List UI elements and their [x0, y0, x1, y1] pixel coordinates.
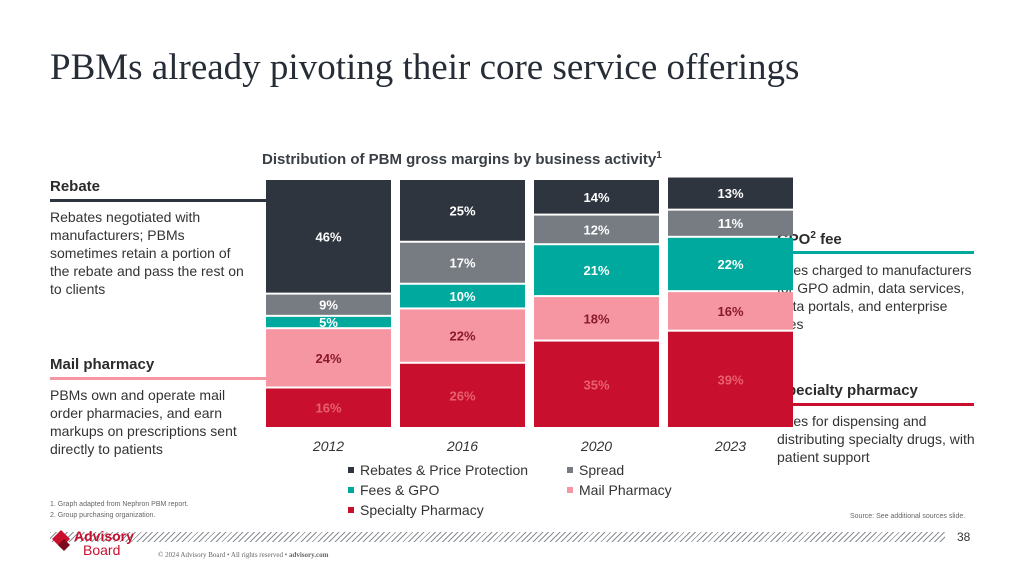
- mail-pharmacy-connector-line: [50, 377, 266, 380]
- specialty-pharmacy-heading: Specialty pharmacy: [777, 382, 918, 399]
- legend-label-rebates: Rebates & Price Protection: [360, 462, 529, 478]
- data-label-fees-2012: 5%: [319, 315, 338, 330]
- logo-text-bottom: Board: [83, 542, 120, 558]
- footer-hatch-divider: [50, 532, 945, 542]
- legend-fees: Fees & GPO: [348, 482, 439, 498]
- page-number: 38: [957, 530, 971, 544]
- rebate-connector-line: [50, 199, 266, 202]
- x-tick-label-2016: 2016: [446, 438, 478, 454]
- gpo-fee-footnote-mark: 2: [810, 230, 816, 241]
- bar-fees-2020: [534, 245, 659, 296]
- slide-title: PBMs already pivoting their core service…: [50, 47, 800, 88]
- bar-spread-2023: [668, 210, 793, 236]
- bar-rebates-2023: [668, 177, 793, 209]
- gpo-fee-description: Fees charged to manufacturers for GPO ad…: [777, 262, 972, 332]
- x-tick-label-2020: 2020: [580, 438, 612, 454]
- legend-label-fees: Fees & GPO: [360, 482, 440, 498]
- rebate-heading: Rebate: [50, 178, 101, 195]
- data-label-mail-2020: 18%: [583, 311, 609, 326]
- copyright-link[interactable]: advisory.com: [288, 551, 329, 559]
- bar-specialty-2023: [668, 331, 793, 427]
- legend-rebates: Rebates & Price Protection: [348, 462, 528, 478]
- bar-mail-2020: [534, 297, 659, 340]
- rebate-description: Rebates negotiated with manufacturers; P…: [50, 209, 244, 297]
- footnote-2: 2. Group purchasing organization.: [50, 512, 156, 519]
- chart-title: Distribution of PBM gross margins by bus…: [262, 150, 662, 168]
- bar-fees-2023: [668, 237, 793, 291]
- data-label-spread-2023: 11%: [718, 216, 744, 231]
- logo-mark-icon: Advisory Board: [52, 528, 134, 558]
- bar-spread-2016: [400, 242, 525, 283]
- mail-pharmacy-description: PBMs own and operate mail order pharmaci…: [50, 387, 237, 457]
- data-label-specialty-2012: 16%: [315, 401, 341, 416]
- gpo-fee-heading-suffix: fee: [815, 231, 842, 248]
- chart-title-text: Distribution of PBM gross margins by bus…: [262, 151, 657, 168]
- bar-specialty-2020: [534, 341, 659, 427]
- bar-fees-2012: [266, 316, 391, 328]
- specialty-pharmacy-description: Fees for dispensing and distributing spe…: [777, 413, 975, 465]
- x-tick-label-2023: 2023: [714, 438, 746, 454]
- copyright: © 2024 Advisory Board • All rights reser…: [158, 551, 328, 559]
- bar-mail-2012: [266, 329, 391, 387]
- legend-specialty: Specialty Pharmacy: [348, 502, 484, 518]
- data-label-mail-2023: 16%: [717, 304, 743, 319]
- legend-mail: Mail Pharmacy: [567, 482, 672, 498]
- data-label-spread-2020: 12%: [583, 222, 609, 237]
- bar-spread-2012: [266, 294, 391, 315]
- source-note: Source: See additional sources slide.: [850, 513, 966, 520]
- gpo-fee-connector-line: [733, 251, 974, 254]
- data-label-mail-2016: 22%: [449, 329, 475, 344]
- data-label-rebates-2023: 13%: [717, 186, 743, 201]
- data-label-fees-2016: 10%: [449, 289, 475, 304]
- advisory-board-logo: Advisory Board: [50, 527, 145, 559]
- data-label-fees-2020: 21%: [583, 263, 609, 278]
- bar-rebates-2016: [400, 180, 525, 241]
- data-label-rebates-2020: 14%: [583, 190, 609, 205]
- bar-mail-2023: [668, 292, 793, 330]
- chart-title-footnote-mark: 1: [656, 150, 662, 161]
- legend-swatch-spread: [567, 467, 573, 474]
- data-label-specialty-2016: 26%: [449, 388, 475, 403]
- specialty-pharmacy-connector-line: [733, 403, 974, 406]
- data-label-specialty-2020: 35%: [583, 377, 609, 392]
- footnote-1: 1. Graph adapted from Nephron PBM report…: [50, 501, 189, 508]
- legend-spread: Spread: [567, 462, 624, 478]
- legend-swatch-rebates: [348, 467, 354, 474]
- data-label-fees-2023: 22%: [717, 257, 743, 272]
- legend-swatch-fees: [348, 487, 354, 494]
- data-label-rebates-2016: 25%: [449, 203, 475, 218]
- data-label-rebates-2012: 46%: [315, 229, 341, 244]
- bar-mail-2016: [400, 309, 525, 362]
- bar-spread-2020: [534, 215, 659, 244]
- mail-pharmacy-heading: Mail pharmacy: [50, 356, 155, 373]
- data-label-specialty-2023: 39%: [717, 372, 743, 387]
- legend-swatch-specialty: [348, 507, 354, 514]
- bar-specialty-2016: [400, 363, 525, 427]
- logo-text-top: Advisory: [74, 528, 134, 544]
- bar-rebates-2020: [534, 180, 659, 214]
- legend-label-mail: Mail Pharmacy: [579, 482, 672, 498]
- x-tick-label-2012: 2012: [312, 438, 344, 454]
- legend-label-specialty: Specialty Pharmacy: [360, 502, 484, 518]
- bar-rebates-2012: [266, 180, 391, 293]
- data-label-spread-2016: 17%: [449, 256, 475, 271]
- copyright-text: © 2024 Advisory Board • All rights reser…: [158, 551, 289, 559]
- data-label-mail-2012: 24%: [315, 351, 341, 366]
- legend-swatch-mail: [567, 487, 573, 494]
- bar-fees-2016: [400, 284, 525, 308]
- data-label-spread-2012: 9%: [319, 298, 338, 313]
- bar-specialty-2012: [266, 388, 391, 427]
- legend-label-spread: Spread: [579, 462, 625, 478]
